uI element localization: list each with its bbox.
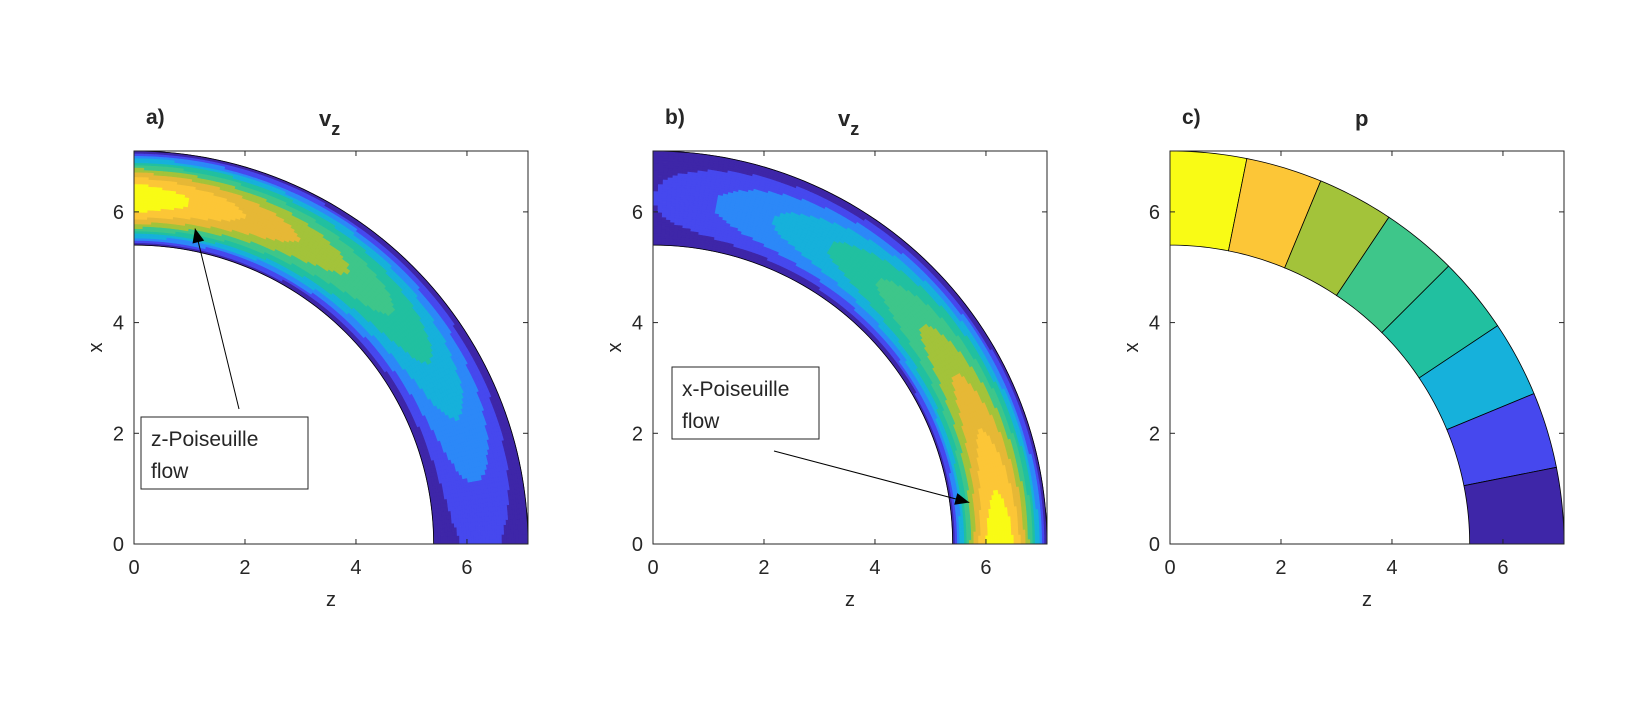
contour-cell <box>438 539 442 544</box>
contour-cell <box>515 538 519 544</box>
contour-cell <box>508 538 512 544</box>
contour-cell <box>471 539 475 544</box>
contour-cell <box>442 539 446 544</box>
contour-cell <box>454 539 458 544</box>
contour-cell <box>463 539 467 544</box>
y-tick-label: 0 <box>113 534 124 556</box>
contour-cell <box>134 218 139 222</box>
y-tick-label: 2 <box>113 423 124 445</box>
contour-cell <box>134 223 139 227</box>
contour-cell <box>134 240 139 244</box>
contour-cell <box>134 216 139 220</box>
contour-cell <box>134 167 140 171</box>
title-subscript: z <box>331 119 340 139</box>
contour-cell <box>134 207 139 211</box>
contour-cell <box>134 193 139 197</box>
contour-cell <box>511 538 515 544</box>
contour-cell <box>134 153 140 157</box>
x-tick-label: 6 <box>461 557 472 579</box>
contour-cell <box>134 195 139 199</box>
contour-cell <box>461 539 465 544</box>
contour-cell <box>134 197 139 201</box>
contour-cell <box>447 539 451 544</box>
x-tick-label: 2 <box>239 557 250 579</box>
contour-cell <box>435 539 439 544</box>
contour-cell <box>485 539 489 544</box>
contour-cell <box>440 539 444 544</box>
contour-cell <box>134 211 139 215</box>
contour-cell <box>134 178 140 182</box>
contour-cell <box>134 233 139 237</box>
contour-cell <box>134 235 139 239</box>
contour-cell <box>449 539 453 544</box>
contour-cell <box>513 538 517 544</box>
contour-cell <box>520 538 524 544</box>
contour-cell <box>501 538 505 544</box>
contour-cell <box>482 539 486 544</box>
plot-area <box>134 151 528 544</box>
contour-cell <box>494 538 498 544</box>
contour-cell <box>459 539 463 544</box>
title-main: v <box>319 106 332 131</box>
x-axis-label: z <box>326 589 336 611</box>
contour-cell <box>134 181 140 185</box>
contour-cell <box>445 539 449 544</box>
x-tick-label: 4 <box>350 557 361 579</box>
y-axis-label: x <box>85 343 107 353</box>
contour-cell <box>134 202 139 206</box>
contour-cell <box>134 162 140 166</box>
contour-cell <box>492 538 496 544</box>
contour-cell <box>954 539 958 544</box>
contour-cell <box>499 538 503 544</box>
contour-cell <box>134 204 139 208</box>
contour-cell <box>134 230 139 234</box>
contour-cell <box>475 539 479 544</box>
contour-cell <box>452 539 456 544</box>
contour-cell <box>134 200 139 204</box>
chart-title: vz <box>319 106 340 139</box>
contour-cell <box>489 539 493 544</box>
contour-cell <box>134 225 139 229</box>
contour-cell <box>134 169 140 173</box>
contour-cell <box>134 155 140 159</box>
contour-cell <box>504 538 508 544</box>
contour-cell <box>134 171 140 175</box>
y-tick-label: 6 <box>113 202 124 224</box>
contour-cell <box>134 160 140 164</box>
contour-cell <box>134 174 140 178</box>
contour-cell <box>134 185 139 189</box>
annotation-text: z-Poiseuille <box>151 428 258 451</box>
contour-cell <box>478 539 482 544</box>
contour-cell <box>518 538 522 544</box>
contour-cell <box>480 539 484 544</box>
contour-cell <box>134 188 139 192</box>
contour-cell <box>468 539 472 544</box>
contour-cell <box>487 539 491 544</box>
contour-cell <box>134 157 140 161</box>
y-tick-label: 4 <box>113 313 124 335</box>
contour-cell <box>134 221 139 225</box>
annotation-text: flow <box>151 460 189 483</box>
contour-cell <box>134 228 139 232</box>
contour-cell <box>497 538 500 544</box>
contour-cell <box>134 190 139 194</box>
panel-letter: a) <box>146 106 165 129</box>
x-tick-label: 0 <box>128 557 139 579</box>
contour-cell <box>134 214 139 218</box>
contour-cell <box>134 176 140 180</box>
contour-cell <box>473 539 477 544</box>
contour-cell <box>522 538 526 544</box>
contour-cell <box>134 237 139 241</box>
contour-cell <box>134 183 140 187</box>
contour-cell <box>506 538 510 544</box>
contour-cell <box>456 539 460 544</box>
contour-cell <box>134 164 140 168</box>
plot-area <box>653 151 1047 544</box>
